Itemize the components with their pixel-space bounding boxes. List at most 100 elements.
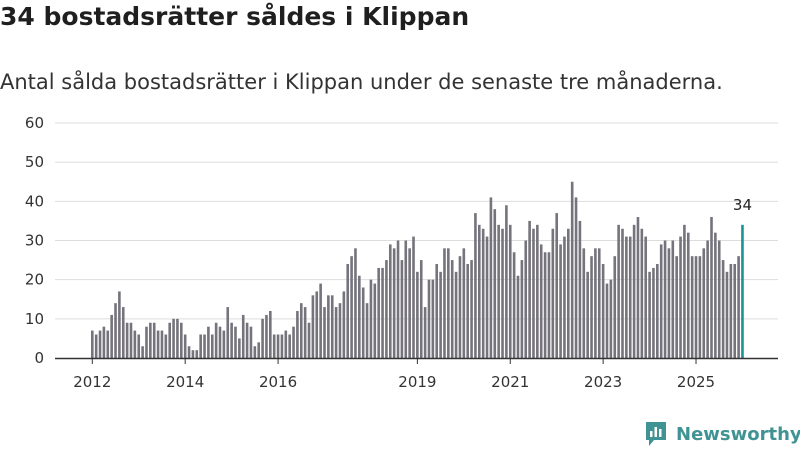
bar bbox=[133, 330, 137, 358]
bar bbox=[253, 346, 257, 358]
bar bbox=[94, 334, 98, 358]
bar bbox=[512, 252, 516, 358]
bar bbox=[656, 264, 659, 358]
bar bbox=[489, 197, 493, 358]
bar bbox=[125, 322, 129, 358]
y-tick-label: 20 bbox=[25, 271, 44, 289]
bar bbox=[466, 264, 469, 358]
bar bbox=[594, 248, 597, 358]
bar bbox=[493, 209, 497, 358]
x-tick-label: 2025 bbox=[677, 373, 715, 391]
bar bbox=[218, 326, 222, 358]
bar bbox=[299, 303, 303, 358]
bar bbox=[183, 334, 187, 358]
bar bbox=[628, 236, 632, 358]
bar bbox=[474, 213, 477, 358]
bar bbox=[249, 326, 253, 358]
bar bbox=[172, 318, 175, 358]
bar bbox=[373, 283, 377, 358]
bar bbox=[156, 330, 160, 358]
bar bbox=[559, 244, 562, 358]
bar bbox=[257, 342, 261, 358]
bar bbox=[261, 318, 264, 358]
bar bbox=[652, 267, 655, 358]
bar bbox=[516, 275, 520, 358]
bar bbox=[586, 271, 589, 358]
bar bbox=[284, 330, 288, 358]
bar bbox=[698, 256, 702, 358]
bar bbox=[694, 256, 698, 358]
bar bbox=[141, 346, 144, 358]
bar bbox=[524, 240, 528, 358]
bar bbox=[118, 291, 121, 358]
bar bbox=[613, 256, 617, 358]
bar bbox=[195, 350, 199, 358]
bar bbox=[536, 224, 539, 358]
highlight-bar bbox=[741, 224, 744, 358]
bar bbox=[199, 334, 202, 358]
bar bbox=[659, 244, 663, 358]
bars bbox=[91, 181, 744, 358]
bar bbox=[222, 330, 226, 358]
bar bbox=[458, 256, 462, 358]
bar bbox=[350, 256, 353, 358]
bar bbox=[330, 295, 334, 358]
bar bbox=[539, 244, 543, 358]
bar bbox=[187, 346, 191, 358]
x-tick-label: 2012 bbox=[73, 373, 111, 391]
bar bbox=[416, 271, 419, 358]
bar bbox=[543, 252, 547, 358]
bar bbox=[431, 279, 435, 358]
bar bbox=[663, 240, 667, 358]
bar bbox=[241, 314, 245, 358]
newsworthy-logo-icon bbox=[646, 422, 666, 446]
bar bbox=[276, 334, 280, 358]
bar bbox=[102, 326, 106, 358]
bar bbox=[168, 322, 171, 358]
bar bbox=[114, 303, 117, 358]
bar bbox=[555, 213, 558, 358]
x-tick-label: 2016 bbox=[259, 373, 297, 391]
bar bbox=[737, 256, 740, 358]
bar bbox=[342, 291, 346, 358]
bar bbox=[327, 295, 330, 358]
bar bbox=[396, 240, 400, 358]
bar bbox=[439, 271, 442, 358]
bar bbox=[508, 224, 512, 358]
bar bbox=[152, 322, 156, 358]
bar bbox=[346, 264, 350, 358]
bar bbox=[334, 307, 338, 358]
bar bbox=[137, 334, 141, 358]
bar bbox=[292, 326, 295, 358]
bar bbox=[160, 330, 164, 358]
bar bbox=[238, 338, 241, 358]
bar bbox=[706, 240, 709, 358]
bar bbox=[106, 330, 110, 358]
bar bbox=[311, 295, 315, 358]
bar bbox=[563, 236, 566, 358]
bar bbox=[176, 318, 179, 358]
bar bbox=[617, 224, 620, 358]
bar bbox=[485, 236, 489, 358]
bar bbox=[110, 314, 113, 358]
y-tick-label: 30 bbox=[25, 232, 44, 250]
brand-name: Newsworthy bbox=[676, 423, 800, 445]
bar bbox=[365, 303, 369, 358]
bar bbox=[207, 326, 210, 358]
bar bbox=[528, 220, 531, 358]
bar bbox=[180, 322, 183, 358]
bar bbox=[551, 228, 555, 358]
chart-title: 34 bostadsrätter såldes i Klippan bbox=[0, 2, 470, 31]
bar bbox=[303, 307, 307, 358]
bar bbox=[191, 350, 195, 358]
bar bbox=[288, 334, 291, 358]
bar bbox=[640, 228, 644, 358]
bar bbox=[497, 224, 500, 358]
x-axis bbox=[55, 357, 778, 364]
bar bbox=[145, 326, 148, 358]
bar bbox=[307, 322, 311, 358]
bar bbox=[408, 248, 411, 358]
bar bbox=[400, 260, 404, 358]
bar bbox=[532, 228, 535, 358]
